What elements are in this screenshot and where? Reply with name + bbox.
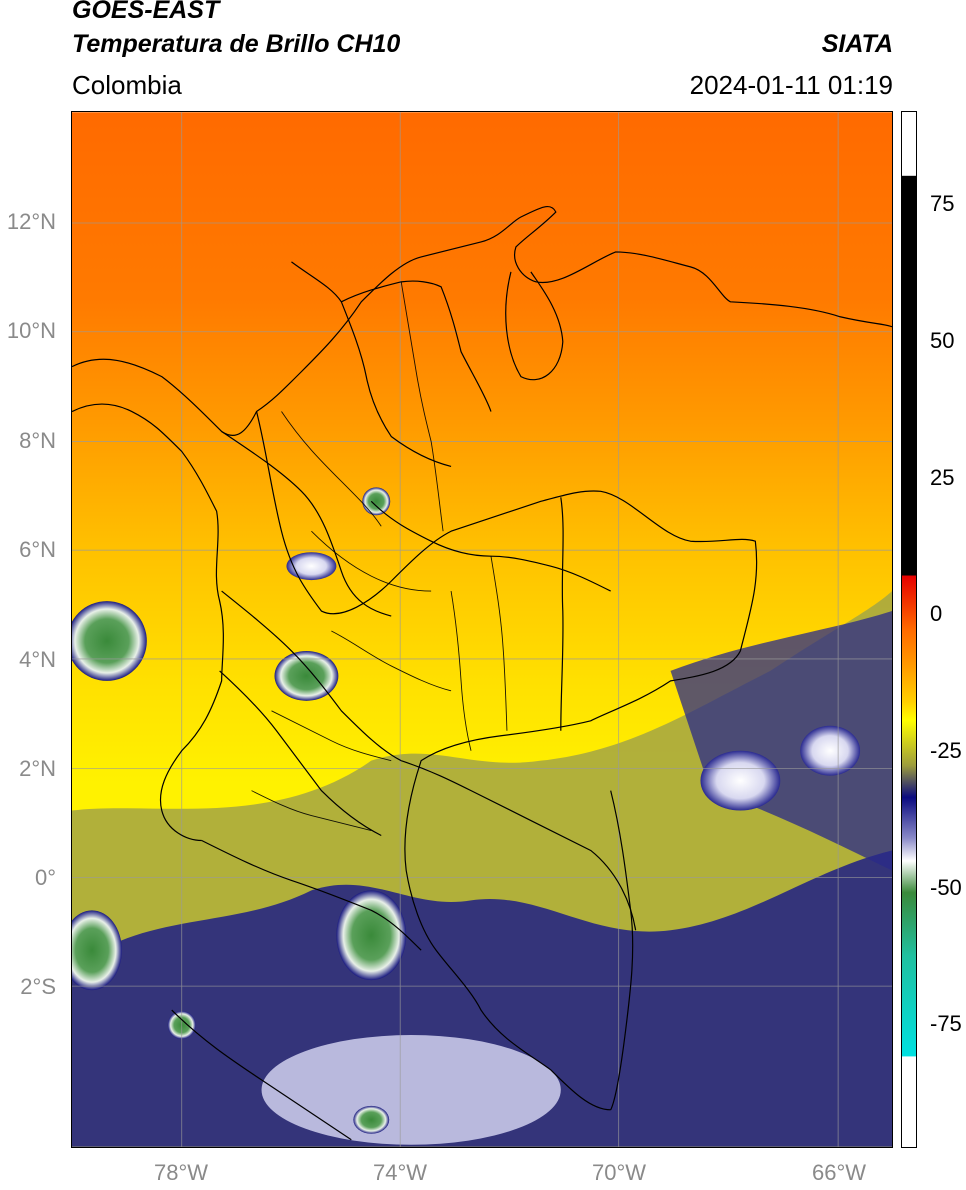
lon-label-66w: 66°W: [811, 1160, 867, 1185]
lat-label-2s: 2°S: [20, 974, 56, 999]
colorbar-tick-minus75: -75: [930, 1011, 962, 1036]
region-label: Colombia: [72, 70, 182, 100]
colorbar-tick-75: 75: [930, 191, 955, 216]
satellite-title: GOES-EAST: [72, 0, 220, 24]
source-label: SIATA: [821, 30, 893, 58]
datetime-label: 2024-01-11 01:19: [689, 70, 893, 100]
lat-label-6n: 6°N: [19, 537, 56, 562]
colorbar-tick-minus25: -25: [930, 738, 962, 763]
lat-label-0: 0°: [34, 865, 56, 890]
lat-label-10n: 10°N: [6, 318, 56, 343]
temperature-colorbar: [901, 111, 917, 1148]
lat-label-8n: 8°N: [19, 428, 56, 453]
lat-label-4n: 4°N: [19, 647, 56, 672]
lon-label-70w: 70°W: [591, 1160, 647, 1185]
brightness-temperature-map: [71, 111, 893, 1148]
colorbar-tick-minus50: -50: [930, 875, 962, 900]
lon-label-74w: 74°W: [372, 1160, 428, 1185]
colorbar-tick-50: 50: [930, 328, 955, 353]
colorbar-tick-25: 25: [930, 465, 955, 490]
lat-label-12n: 12°N: [6, 209, 56, 234]
colorbar-tick-0: 0: [930, 601, 943, 626]
product-title: Temperatura de Brillo CH10: [72, 30, 401, 58]
lon-label-78w: 78°W: [153, 1160, 209, 1185]
lat-label-2n: 2°N: [19, 756, 56, 781]
